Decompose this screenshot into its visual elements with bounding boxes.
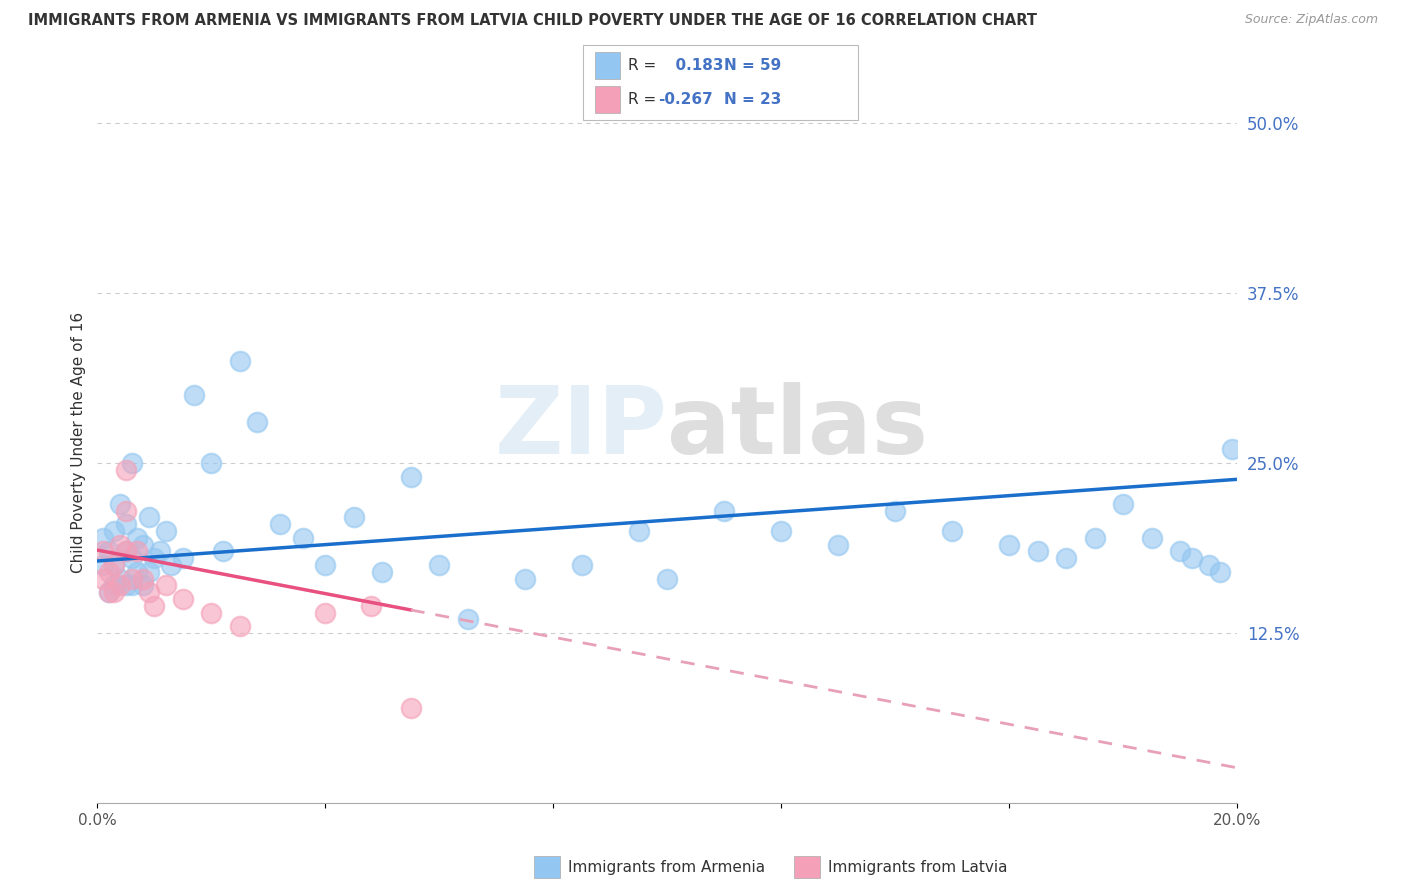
Point — [115, 578, 138, 592]
Point — [103, 578, 125, 592]
Text: -0.267: -0.267 — [658, 92, 713, 107]
Point — [291, 531, 314, 545]
Point — [115, 544, 138, 558]
Point — [513, 572, 536, 586]
Point — [127, 531, 149, 545]
Point — [269, 517, 291, 532]
Point — [884, 503, 907, 517]
Text: 0.183: 0.183 — [665, 58, 724, 73]
Point — [1054, 551, 1077, 566]
Point — [121, 572, 143, 586]
Point — [998, 538, 1021, 552]
Point — [399, 469, 422, 483]
Point — [427, 558, 450, 572]
Point — [1181, 551, 1204, 566]
Point — [91, 531, 114, 545]
Point — [97, 565, 120, 579]
Point — [200, 456, 222, 470]
Point — [138, 510, 160, 524]
Point — [314, 606, 336, 620]
Point — [571, 558, 593, 572]
Point — [115, 544, 138, 558]
Point — [132, 538, 155, 552]
Text: R =: R = — [628, 92, 657, 107]
Point — [1140, 531, 1163, 545]
Point — [138, 565, 160, 579]
Point — [1198, 558, 1220, 572]
Text: atlas: atlas — [668, 382, 928, 475]
Point — [91, 572, 114, 586]
Point — [160, 558, 183, 572]
Point — [132, 572, 155, 586]
Point — [108, 497, 131, 511]
Point — [115, 503, 138, 517]
Point — [108, 538, 131, 552]
Point — [108, 572, 131, 586]
Point — [108, 578, 131, 592]
Text: Source: ZipAtlas.com: Source: ZipAtlas.com — [1244, 13, 1378, 27]
Point — [155, 524, 177, 538]
Point — [172, 551, 194, 566]
Point — [172, 592, 194, 607]
Point — [183, 388, 205, 402]
Point — [155, 578, 177, 592]
Point — [103, 524, 125, 538]
Point — [1168, 544, 1191, 558]
Point — [143, 551, 166, 566]
Point — [627, 524, 650, 538]
Point — [103, 558, 125, 572]
Point — [229, 619, 252, 633]
Point — [713, 503, 735, 517]
Point — [121, 551, 143, 566]
Point — [371, 565, 394, 579]
Point — [457, 612, 479, 626]
Point — [941, 524, 963, 538]
Point — [97, 585, 120, 599]
Point — [1220, 442, 1243, 457]
Point — [1026, 544, 1049, 558]
Point — [399, 701, 422, 715]
Point — [97, 544, 120, 558]
Point — [115, 517, 138, 532]
Point — [211, 544, 233, 558]
Y-axis label: Child Poverty Under the Age of 16: Child Poverty Under the Age of 16 — [72, 312, 86, 574]
Point — [149, 544, 172, 558]
Point — [115, 463, 138, 477]
Point — [143, 599, 166, 613]
Point — [657, 572, 679, 586]
Point — [121, 456, 143, 470]
Text: Immigrants from Latvia: Immigrants from Latvia — [828, 860, 1008, 874]
Point — [229, 354, 252, 368]
Point — [827, 538, 849, 552]
Point — [121, 578, 143, 592]
Point — [132, 578, 155, 592]
Point — [360, 599, 382, 613]
Point — [1084, 531, 1107, 545]
Point — [770, 524, 793, 538]
Text: N = 59: N = 59 — [724, 58, 782, 73]
Point — [138, 585, 160, 599]
Point — [314, 558, 336, 572]
Point — [103, 558, 125, 572]
Point — [127, 565, 149, 579]
Point — [97, 585, 120, 599]
Text: N = 23: N = 23 — [724, 92, 782, 107]
Text: ZIP: ZIP — [495, 382, 668, 475]
Point — [91, 558, 114, 572]
Point — [127, 544, 149, 558]
Point — [200, 606, 222, 620]
Point — [246, 415, 269, 429]
Point — [1112, 497, 1135, 511]
Point — [343, 510, 366, 524]
Text: IMMIGRANTS FROM ARMENIA VS IMMIGRANTS FROM LATVIA CHILD POVERTY UNDER THE AGE OF: IMMIGRANTS FROM ARMENIA VS IMMIGRANTS FR… — [28, 13, 1038, 29]
Text: Immigrants from Armenia: Immigrants from Armenia — [568, 860, 765, 874]
Point — [1209, 565, 1232, 579]
Point — [103, 585, 125, 599]
Point — [91, 544, 114, 558]
Text: R =: R = — [628, 58, 657, 73]
